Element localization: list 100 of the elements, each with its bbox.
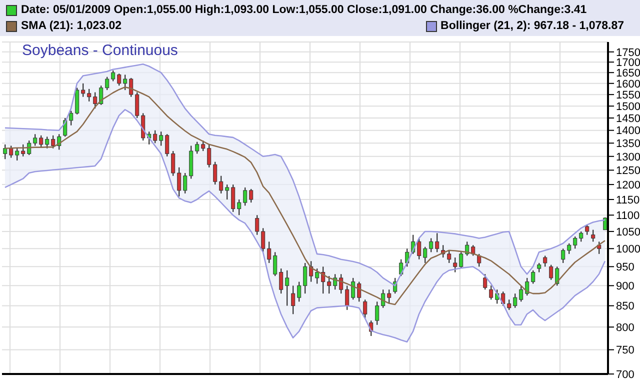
candlestick (39, 134, 44, 148)
candlestick (555, 266, 560, 286)
candlestick (567, 242, 572, 254)
candlestick (561, 248, 566, 264)
candlestick (33, 134, 38, 146)
candlestick (195, 141, 200, 154)
y-tick-label: 1650 (616, 67, 640, 80)
candlestick (483, 274, 488, 290)
y-tick-label: 1450 (616, 112, 640, 125)
candlestick (123, 74, 128, 91)
y-tick-label: 1150 (616, 194, 640, 206)
candlestick (399, 258, 404, 277)
candlestick (255, 214, 260, 236)
candlestick (297, 281, 302, 302)
candlestick (543, 255, 548, 268)
candlestick (501, 291, 506, 306)
candlestick (207, 144, 212, 168)
candlestick (105, 76, 110, 91)
y-tick-label: 850 (616, 300, 634, 313)
candlestick (357, 281, 362, 302)
candlestick (261, 228, 266, 253)
candlestick (591, 229, 596, 242)
candlestick (423, 246, 428, 264)
y-tick-label: 1700 (616, 56, 640, 69)
candlestick (15, 148, 20, 161)
candlestick (447, 250, 452, 264)
candlestick (93, 92, 98, 109)
candlestick (435, 232, 440, 253)
candlestick (375, 301, 380, 326)
candlestick (537, 262, 542, 273)
candlestick (507, 299, 512, 310)
candlestick (225, 184, 230, 200)
candlestick (9, 145, 14, 158)
y-tick-label: 1200 (616, 179, 640, 192)
y-tick-label: 1350 (616, 138, 640, 150)
candlestick (69, 110, 74, 126)
legend-label: SMA (21): 1,023.02 (20, 19, 122, 34)
candlestick (531, 270, 536, 284)
candlestick (273, 252, 278, 277)
candlestick (525, 277, 530, 296)
candlestick (183, 172, 188, 194)
candlestick (45, 136, 50, 149)
candlestick (75, 87, 80, 115)
candlestick (249, 188, 254, 204)
candlestick (381, 289, 386, 308)
candlestick (513, 293, 518, 308)
candlestick (171, 150, 176, 176)
candlestick (99, 85, 104, 106)
candlestick (279, 268, 284, 294)
candlestick (585, 224, 590, 236)
legend-label: Bollinger (21, 2): 967.18 - 1,078.87 (440, 19, 624, 34)
legend-label: Date: 05/01/2009 Open:1,055.00 High:1,093.00 Low:1,055.00 Close:1,091.00 Change:36.00 %Change:3.41 (20, 3, 587, 18)
candlestick (429, 238, 434, 253)
candlestick (21, 144, 26, 157)
candlestick (387, 289, 392, 304)
candlestick (165, 134, 170, 157)
line-series (4, 108, 606, 343)
y-tick-label: 700 (616, 368, 634, 381)
chart-title: Soybeans - Continuous (22, 42, 178, 59)
candlestick (141, 112, 146, 142)
candlestick (285, 270, 290, 306)
y-tick-label: 1100 (616, 210, 640, 222)
y-tick-label: 1500 (616, 100, 640, 113)
candlestick (237, 198, 242, 216)
candlestick (345, 285, 350, 310)
candlestick (117, 73, 122, 86)
candlestick (519, 285, 524, 302)
candlestick (81, 82, 86, 98)
candlestick (111, 70, 116, 82)
candlestick (219, 175, 224, 194)
candlestick (267, 241, 272, 264)
candlestick (327, 276, 332, 294)
y-tick-label: 1600 (616, 78, 640, 90)
candlestick (291, 285, 296, 315)
candlestick (579, 230, 584, 242)
candlestick (129, 77, 134, 98)
candlestick (3, 144, 8, 160)
candlestick (417, 238, 422, 260)
candlestick (315, 268, 320, 284)
candlestick (453, 257, 458, 273)
y-tick-label: 750 (616, 344, 634, 357)
candlestick (477, 253, 482, 268)
y-tick-label: 1300 (616, 151, 640, 164)
candlestick (87, 88, 92, 102)
candlestick (177, 166, 182, 197)
candlestick (603, 216, 608, 230)
candlestick (153, 130, 158, 144)
y-tick-label: 1550 (616, 89, 640, 102)
candlestick (339, 274, 344, 294)
y-tick-label: 1400 (616, 125, 640, 138)
candlestick (351, 277, 356, 300)
candlestick (489, 285, 494, 300)
candlestick (201, 140, 206, 152)
y-tick-label: 900 (616, 280, 634, 293)
candlestick (213, 161, 218, 186)
candlestick (549, 264, 554, 280)
candlestick (243, 186, 248, 206)
y-tick-label: 950 (616, 262, 634, 274)
y-tick-label: 1250 (616, 165, 640, 178)
candlestick (303, 262, 308, 294)
